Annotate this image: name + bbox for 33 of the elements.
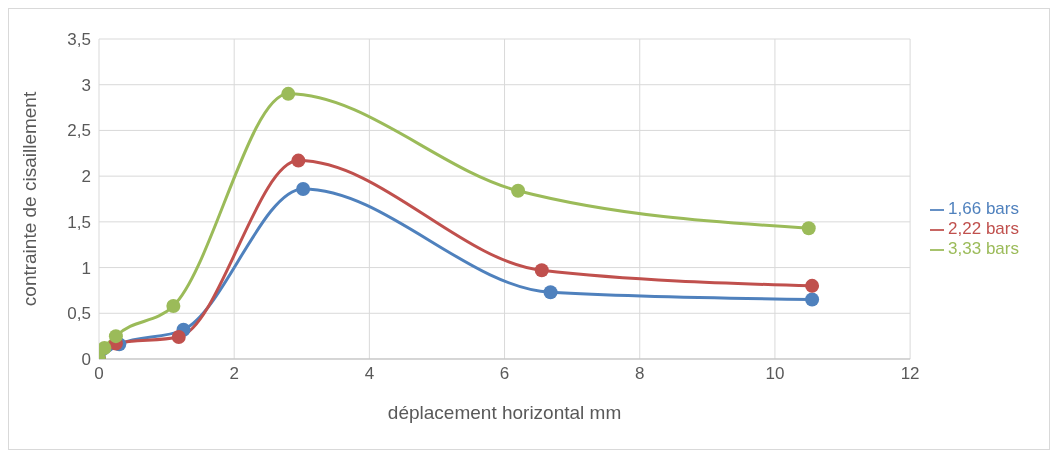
point [805,278,820,293]
point [171,330,186,345]
y-tick-label: 2 [81,167,91,187]
point [534,263,549,278]
x-axis-title: déplacement horizontal mm [387,402,622,423]
point [543,285,558,300]
x-tick-label: 2 [229,364,239,384]
point [801,221,816,236]
y-tick-label: 0,5 [67,304,91,324]
point [108,329,123,344]
legend-label: 1,66 bars [948,199,1019,218]
y-tick-label: 1 [81,258,91,278]
y-axis-title: contrainte de cisaillement [18,91,40,307]
legend-label: 3,33 bars [948,239,1019,258]
y-tick-label: 3 [81,75,91,95]
y-tick-label: 0 [81,350,91,370]
x-tick-label: 8 [635,364,645,384]
y-tick-label: 2,5 [67,121,91,141]
point [166,298,181,313]
point [281,86,296,101]
x-tick-label: 6 [499,364,510,384]
point [296,181,311,196]
point [99,341,112,356]
point [805,292,820,307]
x-tick-label: 4 [364,364,375,384]
legend-label: 2,22 bars [948,219,1019,238]
point [511,183,526,198]
point [291,153,306,168]
x-tick-label: 12 [900,364,920,384]
y-tick-label: 1,5 [67,212,91,232]
x-tick-label: 0 [94,364,104,384]
y-tick-label: 3,5 [67,30,91,50]
x-tick-label: 10 [765,364,785,384]
